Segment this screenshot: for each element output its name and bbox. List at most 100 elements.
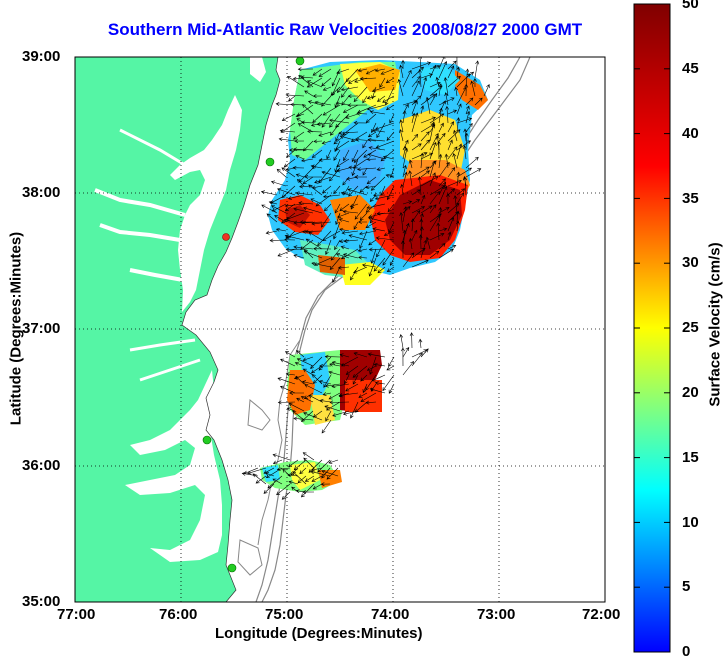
velocity-arrow bbox=[358, 230, 377, 236]
velocity-arrow bbox=[362, 140, 368, 149]
velocity-arrow bbox=[339, 135, 359, 142]
velocity-arrow bbox=[380, 149, 395, 162]
velocity-arrow bbox=[345, 383, 359, 392]
velocity-arrow bbox=[399, 64, 404, 79]
velocity-arrow bbox=[286, 407, 296, 412]
velocity-arrow bbox=[336, 212, 350, 218]
velocity-arrow bbox=[302, 220, 323, 225]
velocity-arrow bbox=[462, 145, 467, 160]
velocity-arrow bbox=[367, 352, 386, 358]
velocity-arrow bbox=[408, 159, 413, 169]
velocity-arrow bbox=[310, 356, 323, 369]
velocity-arrow bbox=[372, 128, 386, 133]
velocity-arrow bbox=[402, 147, 409, 169]
velocity-arrow bbox=[288, 148, 305, 152]
velocity-arrow bbox=[366, 104, 386, 111]
velocity-arrow bbox=[371, 86, 386, 93]
velocity-arrow bbox=[438, 132, 446, 142]
velocity-arrow bbox=[438, 107, 443, 124]
velocity-arrow bbox=[335, 113, 350, 128]
velocity-arrow bbox=[401, 59, 405, 69]
velocity-arrow bbox=[366, 95, 377, 100]
velocity-arrow bbox=[365, 374, 377, 391]
colorbar-tick-label: 20 bbox=[682, 384, 699, 401]
velocity-arrow bbox=[285, 247, 305, 252]
velocity-arrow bbox=[371, 374, 386, 382]
velocity-arrow bbox=[301, 158, 314, 163]
velocity-arrow bbox=[420, 348, 429, 358]
velocity-arrow bbox=[373, 362, 386, 367]
velocity-arrow bbox=[336, 167, 350, 173]
velocity-arrow bbox=[420, 239, 428, 259]
velocity-arrow bbox=[292, 410, 305, 421]
velocity-arrow bbox=[456, 143, 463, 160]
velocity-arrow bbox=[411, 199, 421, 205]
velocity-arrow bbox=[367, 216, 386, 223]
velocity-arrow bbox=[297, 67, 314, 72]
velocity-arrow bbox=[290, 102, 305, 107]
velocity-arrow bbox=[302, 452, 315, 461]
velocity-arrow bbox=[300, 396, 314, 403]
river-1 bbox=[94, 188, 186, 217]
velocity-arrow bbox=[456, 57, 458, 70]
velocity-arrow bbox=[420, 194, 426, 205]
velocity-arrow bbox=[447, 244, 457, 250]
velocity-arrow bbox=[333, 221, 341, 240]
velocity-arrow bbox=[343, 239, 359, 243]
velocity-arrow bbox=[265, 230, 278, 235]
velocity-arrow bbox=[297, 123, 314, 133]
velocity-arrow bbox=[447, 60, 457, 70]
velocity-arrow bbox=[408, 237, 413, 250]
velocity-arrow bbox=[304, 384, 323, 394]
velocity-arrow bbox=[280, 358, 296, 367]
velocity-arrow bbox=[399, 211, 404, 232]
velocity-arrow bbox=[429, 160, 436, 178]
velocity-arrow bbox=[304, 475, 315, 482]
velocity-arrow bbox=[321, 467, 331, 479]
velocity-arrow bbox=[301, 380, 314, 385]
velocity-arrow bbox=[425, 96, 431, 115]
velocity-arrow bbox=[284, 237, 296, 242]
velocity-arrow bbox=[438, 153, 443, 169]
velocity-arrow bbox=[353, 266, 368, 274]
velocity-arrow bbox=[420, 76, 428, 97]
velocity-arrow bbox=[376, 122, 386, 139]
velocity-arrow bbox=[341, 230, 359, 235]
velocity-arrow bbox=[312, 374, 323, 384]
velocity-arrow bbox=[456, 117, 473, 124]
velocity-arrow bbox=[330, 122, 341, 136]
bathymetry-contour-1 bbox=[261, 57, 531, 602]
velocity-arrow bbox=[302, 356, 314, 362]
velocity-arrows bbox=[241, 57, 490, 500]
velocity-arrow bbox=[420, 170, 431, 178]
velocity-arrow bbox=[429, 113, 445, 124]
velocity-arrow bbox=[279, 385, 296, 394]
velocity-arrow bbox=[278, 137, 296, 142]
velocity-arrow bbox=[352, 374, 359, 385]
velocity-arrow bbox=[402, 171, 408, 187]
velocity-arrow bbox=[387, 185, 395, 201]
velocity-arrow bbox=[281, 491, 291, 500]
velocity-arrow bbox=[379, 77, 386, 88]
velocity-arrow bbox=[313, 139, 323, 144]
velocity-arrow bbox=[303, 412, 323, 421]
colorbar-tick-label: 0 bbox=[682, 643, 691, 660]
velocity-arrow bbox=[331, 360, 350, 367]
velocity-arrow bbox=[293, 416, 314, 421]
velocity-arrow bbox=[281, 113, 296, 121]
velocity-arrow bbox=[447, 139, 453, 151]
velocity-arrow bbox=[352, 365, 368, 378]
velocity-arrow bbox=[333, 131, 350, 145]
velocity-arrow bbox=[334, 239, 341, 251]
velocity-arrow bbox=[298, 74, 314, 88]
velocity-arrow bbox=[276, 467, 291, 471]
velocity-arrow bbox=[389, 113, 395, 124]
velocity-arrow bbox=[473, 77, 477, 88]
velocity-arrow bbox=[285, 93, 305, 98]
colorbar-ticks bbox=[634, 3, 670, 653]
velocity-arrow bbox=[465, 105, 470, 115]
velocity-arrow bbox=[438, 61, 447, 79]
velocity-arrow bbox=[402, 200, 413, 205]
river-6 bbox=[139, 358, 201, 382]
velocity-arrow bbox=[285, 167, 296, 172]
